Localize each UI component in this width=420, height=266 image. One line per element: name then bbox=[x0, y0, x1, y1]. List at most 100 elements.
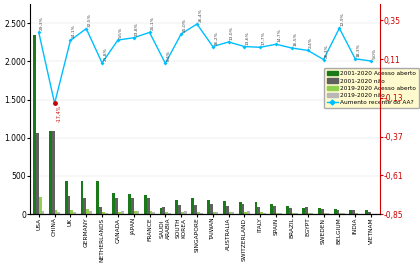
Bar bbox=[247, 211, 250, 214]
Text: 14,7%: 14,7% bbox=[277, 28, 281, 42]
Text: 26,3%: 26,3% bbox=[325, 44, 329, 57]
Bar bbox=[84, 198, 86, 214]
Bar bbox=[339, 213, 342, 214]
Bar bbox=[89, 211, 92, 214]
Bar bbox=[191, 198, 194, 214]
Text: 17,7%: 17,7% bbox=[262, 32, 265, 45]
Bar bbox=[318, 208, 321, 214]
Text: 13,0%: 13,0% bbox=[230, 26, 234, 40]
Bar bbox=[260, 213, 263, 214]
Bar bbox=[160, 208, 163, 214]
Bar bbox=[365, 210, 368, 214]
Text: 9,0%: 9,0% bbox=[372, 48, 376, 59]
Bar bbox=[184, 211, 187, 214]
Text: 18,3%: 18,3% bbox=[357, 43, 360, 57]
Bar bbox=[241, 204, 244, 214]
Bar bbox=[73, 213, 76, 214]
Bar bbox=[257, 207, 260, 214]
Text: 9,5%: 9,5% bbox=[119, 27, 123, 38]
Text: 26,4%: 26,4% bbox=[198, 8, 202, 22]
Bar bbox=[181, 212, 184, 214]
Bar bbox=[33, 35, 36, 214]
Bar bbox=[333, 209, 336, 214]
Text: 24,1%: 24,1% bbox=[72, 25, 76, 39]
Bar bbox=[244, 212, 247, 214]
Text: -17,4%: -17,4% bbox=[57, 105, 61, 122]
Bar bbox=[144, 195, 147, 214]
Bar bbox=[276, 213, 279, 214]
Bar bbox=[118, 212, 121, 214]
Bar bbox=[86, 209, 89, 214]
Bar bbox=[336, 210, 339, 214]
Bar bbox=[302, 208, 305, 214]
Text: 13,6%: 13,6% bbox=[246, 31, 250, 45]
Bar bbox=[65, 181, 68, 214]
Bar bbox=[231, 212, 234, 214]
Bar bbox=[134, 211, 136, 214]
Text: 16,2%: 16,2% bbox=[214, 31, 218, 45]
Bar bbox=[81, 181, 84, 214]
Bar bbox=[215, 212, 218, 214]
Bar bbox=[323, 213, 326, 214]
Bar bbox=[207, 200, 210, 214]
Bar bbox=[36, 133, 39, 214]
Bar bbox=[105, 213, 108, 214]
Bar bbox=[150, 211, 152, 214]
Bar bbox=[176, 200, 178, 214]
Bar bbox=[112, 193, 115, 214]
Bar bbox=[152, 212, 155, 214]
Text: 32,5%: 32,5% bbox=[87, 13, 92, 27]
Bar bbox=[352, 210, 355, 214]
Bar bbox=[308, 213, 310, 214]
Bar bbox=[292, 213, 295, 214]
Bar bbox=[168, 213, 171, 214]
Bar bbox=[213, 213, 215, 214]
Bar bbox=[147, 198, 150, 214]
Bar bbox=[194, 205, 197, 214]
Bar bbox=[42, 211, 45, 214]
Bar bbox=[52, 131, 55, 214]
Bar bbox=[163, 207, 165, 214]
Bar bbox=[210, 204, 213, 214]
Bar bbox=[349, 210, 352, 214]
Legend: 2001-2020 Acesso aberto, 2001-2020 não, 2019-2020 Acesso aberto, 2019-2020 não, : 2001-2020 Acesso aberto, 2001-2020 não, … bbox=[324, 68, 419, 108]
Bar bbox=[295, 213, 298, 214]
Bar bbox=[39, 197, 42, 214]
Bar bbox=[286, 206, 289, 214]
Text: 23,8%: 23,8% bbox=[135, 22, 139, 36]
Bar bbox=[342, 213, 345, 214]
Text: 25,1%: 25,1% bbox=[151, 16, 155, 31]
Bar bbox=[321, 209, 323, 214]
Bar bbox=[96, 181, 99, 214]
Text: 16,5%: 16,5% bbox=[293, 32, 297, 46]
Text: 8,4%: 8,4% bbox=[167, 50, 171, 61]
Bar bbox=[131, 198, 134, 214]
Bar bbox=[270, 204, 273, 214]
Bar bbox=[128, 194, 131, 214]
Bar bbox=[273, 206, 276, 214]
Bar bbox=[305, 207, 308, 214]
Text: 12,9%: 12,9% bbox=[341, 13, 345, 26]
Bar bbox=[197, 212, 200, 214]
Bar bbox=[239, 202, 241, 214]
Bar bbox=[326, 213, 329, 214]
Bar bbox=[255, 202, 257, 214]
Bar bbox=[228, 212, 231, 214]
Bar bbox=[115, 198, 118, 214]
Bar bbox=[136, 211, 139, 214]
Bar bbox=[121, 211, 123, 214]
Bar bbox=[165, 212, 168, 214]
Bar bbox=[310, 213, 313, 214]
Bar bbox=[71, 210, 73, 214]
Bar bbox=[279, 213, 282, 214]
Text: 29,3%: 29,3% bbox=[40, 17, 44, 31]
Text: 2,4%: 2,4% bbox=[309, 38, 313, 48]
Text: 25,0%: 25,0% bbox=[182, 18, 186, 32]
Bar bbox=[200, 213, 203, 214]
Bar bbox=[178, 205, 181, 214]
Bar bbox=[223, 201, 226, 214]
Bar bbox=[68, 196, 71, 214]
Bar bbox=[102, 212, 105, 214]
Bar bbox=[226, 206, 228, 214]
Bar bbox=[99, 207, 102, 214]
